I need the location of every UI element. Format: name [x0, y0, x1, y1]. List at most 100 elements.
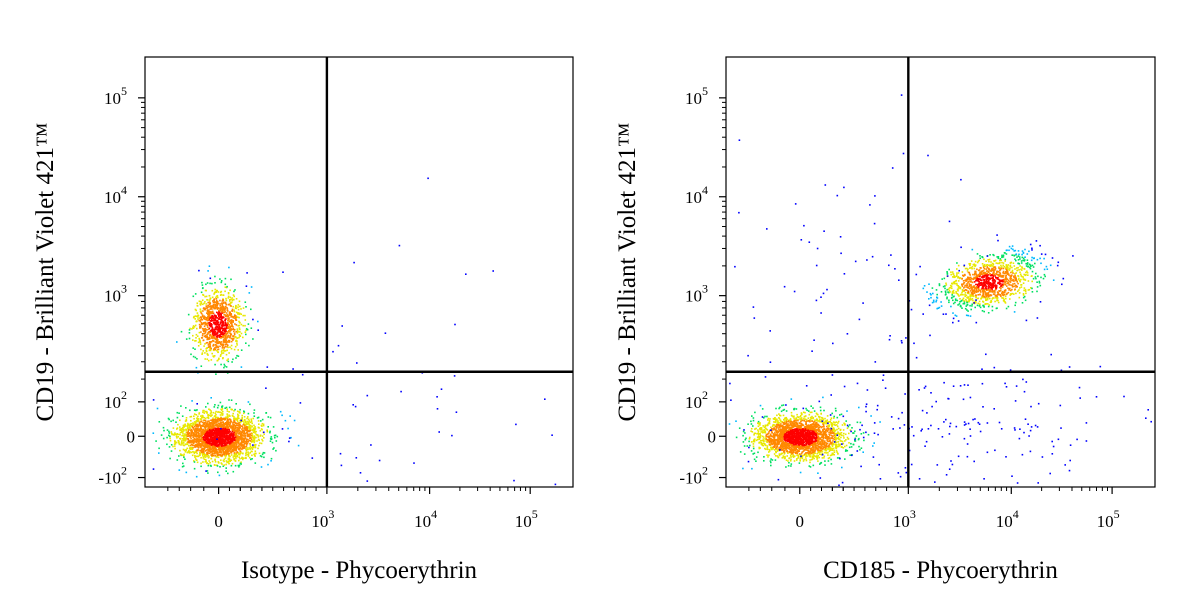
event-dot: [245, 441, 248, 444]
event-dot: [228, 318, 230, 320]
event-dot: [223, 452, 225, 454]
event-dot: [216, 438, 218, 440]
event-dot: [233, 330, 235, 333]
event-dot: [203, 328, 206, 330]
event-dot: [248, 439, 250, 441]
event-dot: [198, 442, 200, 444]
event-dot: [211, 433, 213, 436]
event-dot: [188, 337, 191, 340]
event-dot: [249, 435, 251, 438]
event-dot: [212, 427, 215, 429]
event-dot: [229, 314, 231, 316]
event-dot: [230, 337, 233, 340]
event-dot: [244, 314, 246, 317]
event-dot: [190, 451, 193, 454]
event-dot: [238, 438, 240, 441]
event-dot: [173, 443, 176, 445]
event-dot: [209, 448, 211, 450]
event-dot: [253, 428, 255, 431]
event-dot: [238, 456, 240, 458]
event-dot: [232, 316, 234, 319]
event-dot: [216, 303, 219, 306]
event-dot: [786, 420, 788, 423]
event-dot: [209, 441, 211, 443]
event-dot: [240, 349, 243, 351]
event-dot: [275, 449, 277, 452]
event-dot: [212, 331, 214, 334]
event-dot: [215, 291, 217, 293]
event-dot: [200, 424, 203, 427]
event-dot: [253, 424, 255, 427]
event-dot: [215, 333, 218, 335]
event-dot: [223, 425, 225, 427]
event-dot: [238, 439, 240, 442]
event-dot: [214, 305, 217, 307]
event-dot: [206, 282, 209, 284]
event-dot: [757, 451, 759, 454]
event-dot: [816, 432, 819, 434]
event-dot: [219, 299, 221, 302]
event-dot: [243, 444, 245, 447]
event-dot: [214, 341, 217, 343]
event-dot: [222, 335, 224, 337]
event-dot: [220, 351, 223, 353]
event-dot: [194, 318, 196, 320]
event-dot: [837, 422, 839, 424]
event-dot: [207, 433, 209, 435]
event-dot: [223, 424, 225, 426]
event-dot: [226, 340, 228, 343]
event-dot: [232, 335, 234, 337]
event-dot: [172, 427, 175, 429]
event-dot: [232, 456, 235, 458]
event-dot: [234, 418, 236, 421]
event-dot: [782, 438, 784, 440]
event-dot: [225, 353, 228, 356]
event-dot: [263, 433, 265, 436]
event-dot: [195, 337, 197, 339]
event-dot: [246, 442, 249, 445]
event-dot: [205, 446, 207, 448]
event-dot: [258, 444, 260, 447]
event-dot: [190, 419, 192, 422]
event-dot: [242, 420, 244, 423]
event-dot: [196, 455, 199, 458]
event-dot: [217, 461, 220, 463]
event-dot: [213, 337, 216, 340]
event-dot: [203, 453, 205, 455]
event-dot: [233, 309, 235, 311]
event-dot: [199, 444, 201, 447]
event-dot: [214, 343, 217, 346]
event-dot: [219, 425, 222, 428]
event-dot: [823, 427, 825, 430]
event-dot: [219, 291, 222, 294]
event-dot: [777, 456, 779, 458]
event-dot: [224, 440, 226, 442]
event-dot: [214, 404, 216, 406]
event-dot: [193, 437, 196, 440]
event-dot: [215, 345, 217, 347]
event-dot: [221, 352, 223, 355]
event-dot: [206, 310, 209, 312]
event-dot: [214, 415, 216, 417]
event-dot: [214, 363, 216, 366]
event-dot: [208, 452, 211, 454]
event-dot: [181, 430, 183, 432]
event-dot: [177, 423, 179, 426]
event-dot: [260, 420, 262, 422]
event-dot: [189, 451, 191, 453]
event-dot: [783, 443, 786, 446]
event-dot: [246, 328, 249, 331]
event-dot: [240, 332, 243, 335]
event-dot: [225, 305, 227, 308]
event-dot: [212, 443, 215, 446]
event-dot: [205, 342, 208, 344]
event-dot: [219, 304, 221, 307]
event-dot: [195, 420, 198, 422]
event-dot: [227, 318, 229, 320]
event-dot: [217, 330, 219, 333]
event-dot: [465, 273, 467, 275]
event-dot: [162, 437, 165, 440]
event-dot: [790, 432, 793, 435]
event-dot: [837, 431, 839, 433]
event-dot: [226, 332, 229, 335]
